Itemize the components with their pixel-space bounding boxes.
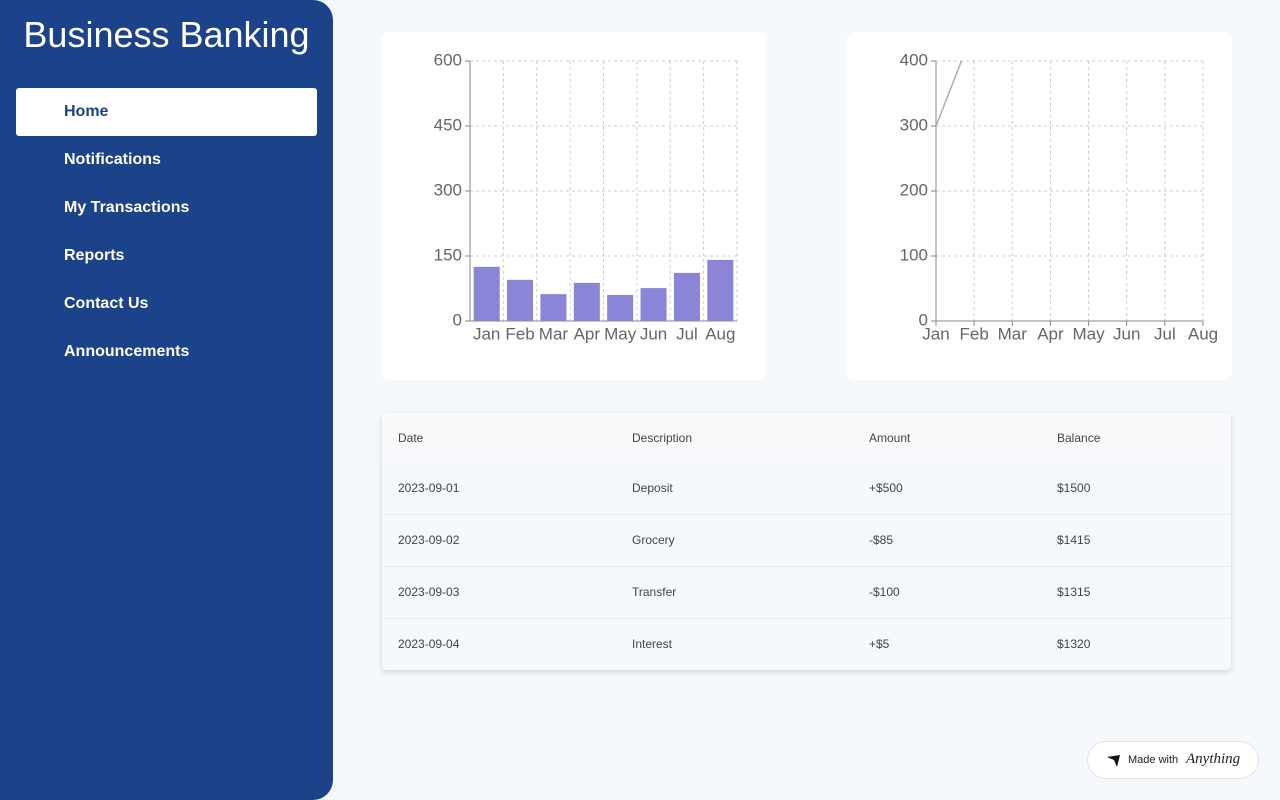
table-cell: Interest bbox=[632, 637, 673, 651]
nav-item[interactable]: Contact Us bbox=[64, 295, 149, 312]
nav-item[interactable]: Notifications bbox=[64, 151, 161, 168]
badge-icon bbox=[1107, 755, 1120, 767]
y-tick-label: 450 bbox=[434, 115, 462, 134]
y-tick-label: 150 bbox=[434, 245, 462, 264]
y-tick-label: 600 bbox=[434, 50, 462, 69]
y-tick-label: 200 bbox=[900, 180, 928, 199]
table-cell: 2023-09-01 bbox=[398, 481, 460, 495]
table-cell: 2023-09-03 bbox=[398, 585, 460, 599]
x-tick-label: Jul bbox=[1154, 324, 1176, 343]
line-series bbox=[936, 61, 963, 127]
badge-prefix: Made with bbox=[1128, 754, 1179, 766]
x-tick-label: May bbox=[1073, 324, 1106, 343]
table-cell: Deposit bbox=[632, 481, 673, 495]
bar bbox=[473, 266, 500, 321]
x-tick-label: Apr bbox=[574, 324, 601, 343]
y-tick-label: 400 bbox=[900, 50, 928, 69]
table-row: 2023-09-03 Transfer -$100 $1315 bbox=[382, 567, 1231, 619]
bar bbox=[540, 294, 567, 321]
table-cell: +$5 bbox=[869, 637, 890, 651]
table-row: 2023-09-02 Grocery -$85 $1415 bbox=[382, 515, 1231, 567]
x-tick-label: Aug bbox=[1188, 324, 1218, 343]
table-cell: $1315 bbox=[1057, 585, 1091, 599]
table-cell: 2023-09-04 bbox=[398, 637, 460, 651]
x-tick-label: Jun bbox=[640, 324, 667, 343]
nav-item[interactable]: Announcements bbox=[64, 343, 190, 360]
table-cell: -$85 bbox=[869, 533, 894, 547]
x-tick-label: Jan bbox=[473, 324, 500, 343]
x-tick-label: Jul bbox=[676, 324, 698, 343]
x-tick-label: Mar bbox=[998, 324, 1028, 343]
x-tick-label: Mar bbox=[539, 324, 569, 343]
bar bbox=[673, 272, 700, 321]
x-tick-label: Feb bbox=[959, 324, 988, 343]
chart-card bbox=[381, 32, 767, 380]
x-tick-label: Apr bbox=[1037, 324, 1064, 343]
table-cell: -$100 bbox=[869, 585, 900, 599]
table-row: 2023-09-04 Interest +$5 $1320 bbox=[382, 619, 1231, 670]
table-cell: +$500 bbox=[869, 481, 903, 495]
bar bbox=[607, 295, 634, 321]
table-cell: $1500 bbox=[1057, 481, 1091, 495]
y-tick-label: 300 bbox=[900, 115, 928, 134]
nav-item[interactable]: My Transactions bbox=[64, 199, 190, 216]
x-tick-label: Jun bbox=[1113, 324, 1140, 343]
header-cell: Balance bbox=[1057, 431, 1101, 445]
made-with-badge[interactable]: Made with Anything bbox=[1087, 741, 1259, 779]
x-tick-label: Jan bbox=[922, 324, 949, 343]
badge-brand: Anything bbox=[1186, 751, 1241, 767]
nav-item[interactable]: Home bbox=[16, 88, 317, 136]
bar bbox=[640, 288, 667, 321]
bar bbox=[507, 279, 534, 321]
header-cell: Amount bbox=[869, 431, 911, 445]
y-tick-label: 300 bbox=[434, 180, 462, 199]
table-row: 2023-09-01 Deposit +$500 $1500 bbox=[382, 463, 1231, 515]
nav-item[interactable]: Reports bbox=[64, 247, 125, 264]
y-tick-label: 100 bbox=[900, 245, 928, 264]
header-cell: Date bbox=[398, 431, 424, 445]
x-tick-label: Aug bbox=[705, 324, 735, 343]
y-tick-label: 0 bbox=[453, 310, 462, 329]
table-cell: Transfer bbox=[632, 585, 677, 599]
table-cell: $1320 bbox=[1057, 637, 1091, 651]
x-tick-label: Feb bbox=[505, 324, 534, 343]
header-cell: Description bbox=[632, 431, 693, 445]
chart-card bbox=[847, 32, 1232, 380]
table-cell: 2023-09-02 bbox=[398, 533, 460, 547]
bar bbox=[573, 282, 600, 321]
transactions-table: Date Description Amount Balance 2023-09-01 De… bbox=[382, 413, 1231, 670]
table-cell: Grocery bbox=[632, 533, 675, 547]
app-title: Business Banking bbox=[23, 14, 310, 55]
bar bbox=[707, 259, 734, 321]
table-cell: $1415 bbox=[1057, 533, 1091, 547]
table-header: Date Description Amount Balance bbox=[382, 413, 1231, 463]
sidebar: Business Banking Home Notifications My Tra… bbox=[0, 0, 333, 800]
y-tick-label: 0 bbox=[919, 310, 928, 329]
x-tick-label: May bbox=[604, 324, 637, 343]
